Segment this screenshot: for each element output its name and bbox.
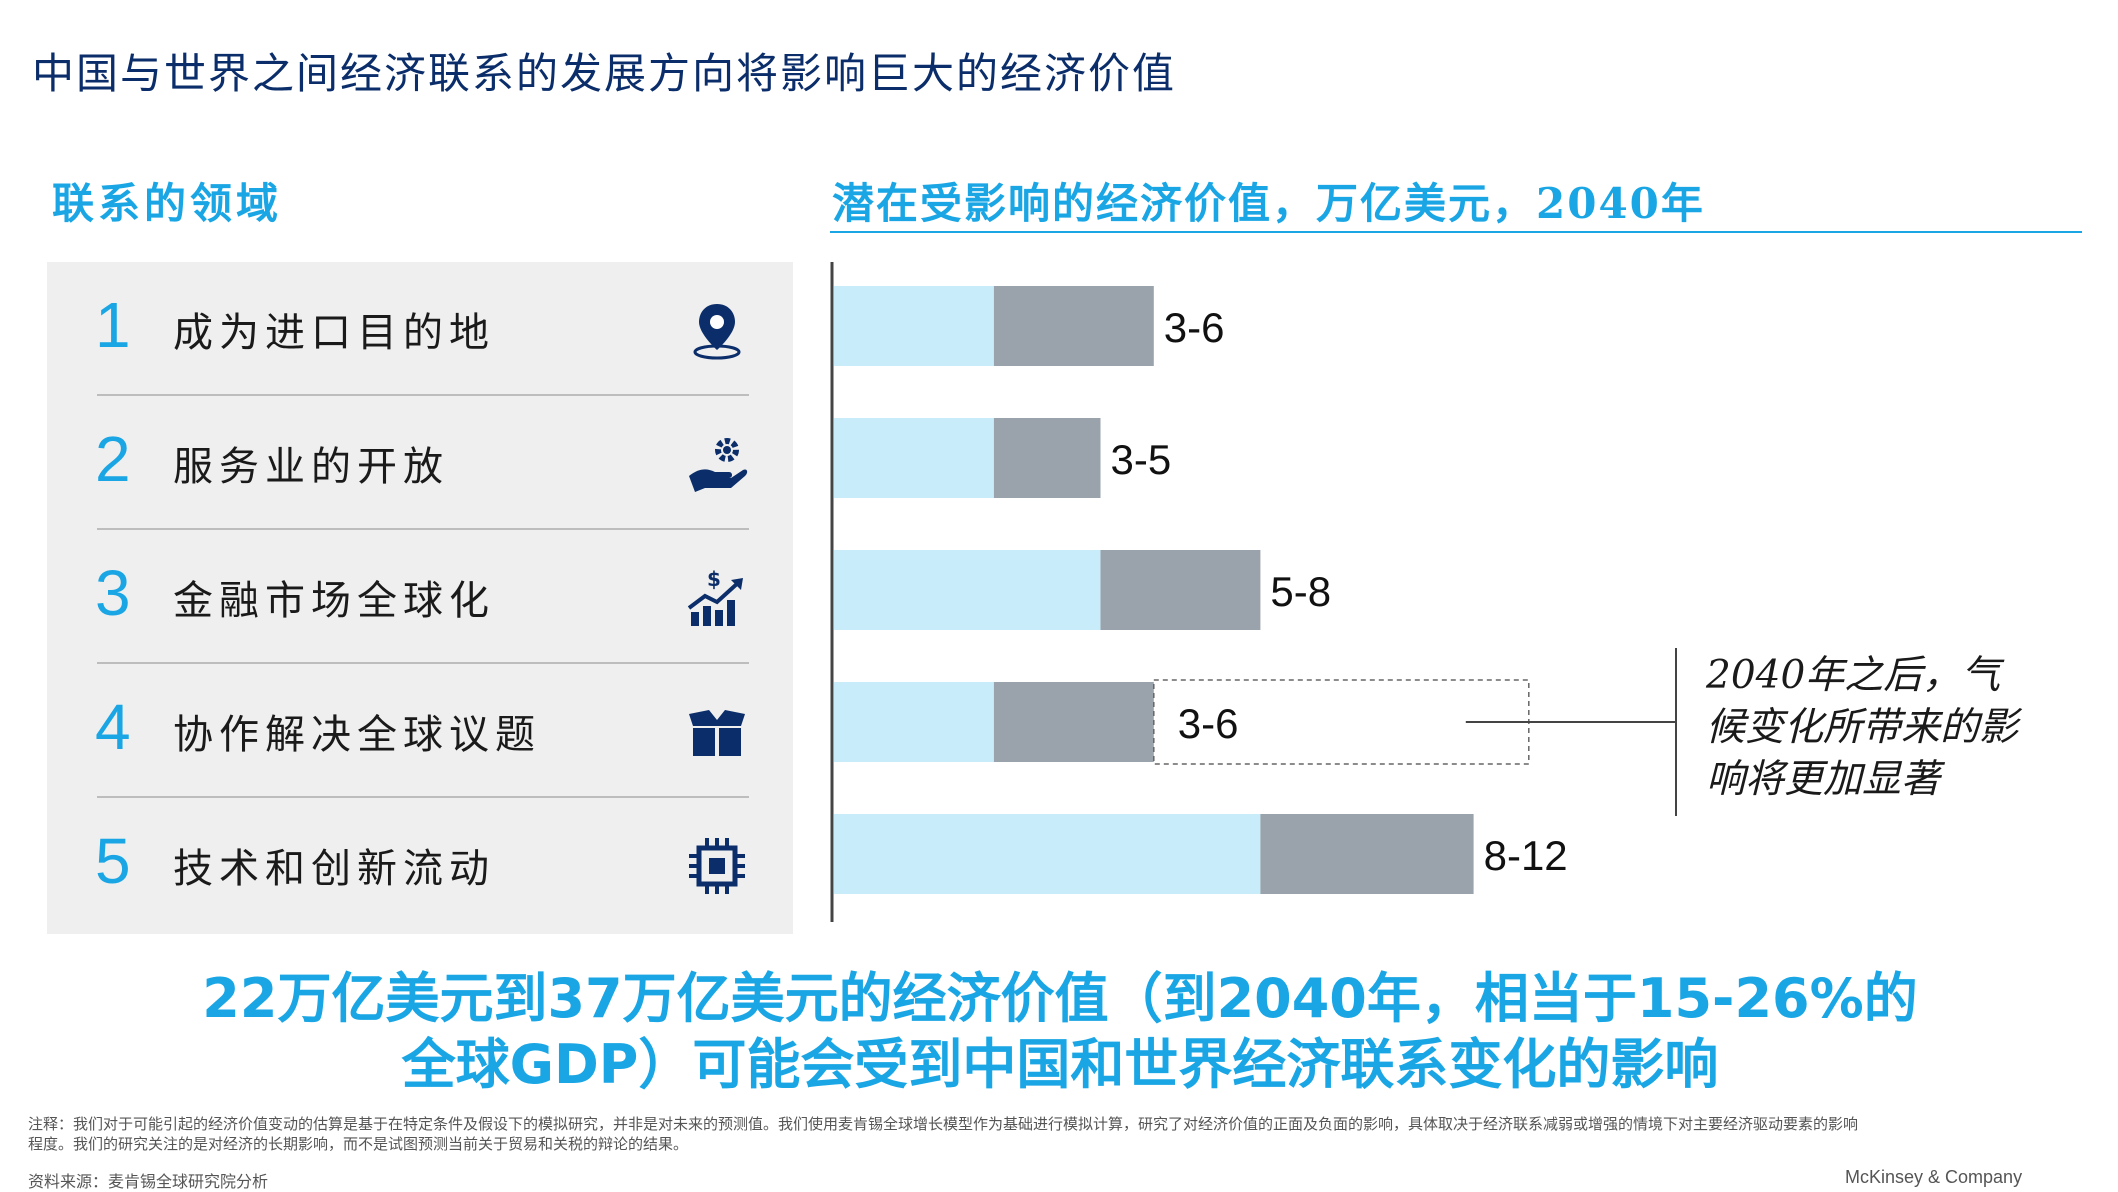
divider xyxy=(97,528,749,530)
area-item-4: 4 协作解决全球议题 xyxy=(47,664,793,796)
svg-text:$: $ xyxy=(707,567,721,591)
microchip-icon xyxy=(689,838,745,894)
area-number: 2 xyxy=(95,423,131,495)
bar-low-segment xyxy=(834,418,994,498)
bar-value-label: 3-5 xyxy=(1111,436,1172,483)
open-box-icon xyxy=(689,710,745,756)
summary-line-1: 22万亿美元到37万亿美元的经济价值（到2040年，相当于15-26%的 xyxy=(202,967,1918,1030)
climate-annotation: 2040年之后，气候变化所带来的影响将更加显著 xyxy=(1706,653,2019,802)
bar-range-segment xyxy=(1260,814,1474,894)
brand-logo-text: McKinsey & Company xyxy=(1845,1167,2023,1187)
location-pin-icon xyxy=(693,304,741,360)
area-number: 5 xyxy=(95,825,131,897)
bar-range-segment xyxy=(1100,550,1261,630)
bar-range-segment xyxy=(993,682,1154,762)
bar-range-segment xyxy=(993,286,1154,366)
area-number: 4 xyxy=(95,691,131,763)
source-note: 资料来源：麦肯锡全球研究院分析 xyxy=(28,1172,269,1191)
divider xyxy=(97,394,749,396)
area-label: 技术和创新流动 xyxy=(173,846,495,892)
chart-header: 潜在受影响的经济价值，万亿美元，2040年 xyxy=(832,179,1705,228)
bar-value-label: 3-6 xyxy=(1178,700,1239,747)
area-item-3: 3 金融市场全球化 $ xyxy=(47,530,793,662)
bar-value-label: 5-8 xyxy=(1270,568,1331,615)
area-item-1: 1 成为进口目的地 xyxy=(47,262,793,394)
area-number: 1 xyxy=(95,289,131,361)
area-label: 服务业的开放 xyxy=(173,444,449,490)
area-number: 3 xyxy=(95,557,131,629)
summary-line-2: 全球GDP）可能会受到中国和世界经济联系变化的影响 xyxy=(401,1033,1719,1096)
bar-range-segment xyxy=(993,418,1101,498)
areas-header: 联系的领域 xyxy=(52,179,283,228)
areas-panel: 1 成为进口目的地 2 服务业的开放 3 金融市场全球化 $ xyxy=(47,262,793,934)
bar-low-segment xyxy=(834,682,994,762)
bar-value-label: 3-6 xyxy=(1164,304,1225,351)
bar-value-label: 8-12 xyxy=(1484,832,1568,879)
area-label: 金融市场全球化 xyxy=(173,578,495,624)
divider xyxy=(97,662,749,664)
area-item-2: 2 服务业的开放 xyxy=(47,396,793,528)
footnote: 注释：我们对于可能引起的经济价值变动的估算是基于在特定条件及假设下的模拟研究，并… xyxy=(28,1115,1859,1153)
area-item-5: 5 技术和创新流动 xyxy=(47,798,793,930)
summary-text: 22万亿美元到37万亿美元的经济价值（到2040年，相当于15-26%的 全球G… xyxy=(120,966,2000,1098)
chart-header-rule xyxy=(830,231,2082,233)
area-label: 协作解决全球议题 xyxy=(173,712,541,758)
dollar-growth-chart-icon: $ xyxy=(687,567,743,626)
bar-low-segment xyxy=(834,286,994,366)
page-title: 中国与世界之间经济联系的发展方向将影响巨大的经济价值 xyxy=(32,49,1177,98)
divider xyxy=(97,796,749,798)
bar-low-segment xyxy=(834,550,1101,630)
bar-low-segment xyxy=(834,814,1261,894)
hand-gear-icon xyxy=(689,438,748,492)
area-label: 成为进口目的地 xyxy=(173,310,495,356)
